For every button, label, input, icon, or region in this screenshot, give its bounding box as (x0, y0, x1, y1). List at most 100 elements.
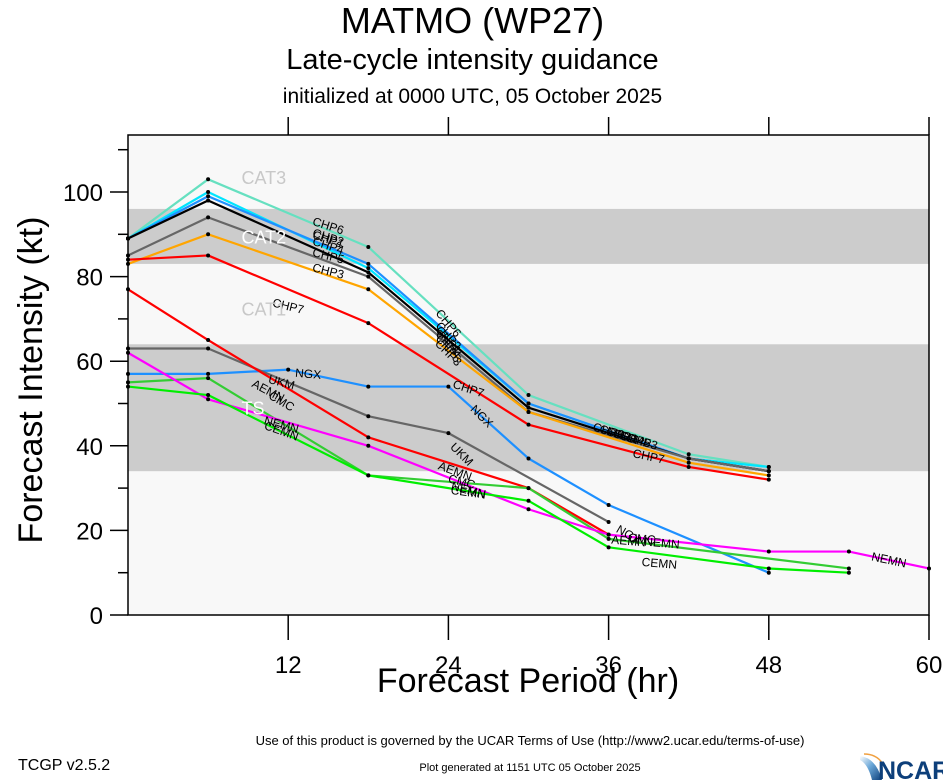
data-point-ngx (206, 371, 211, 376)
ncar-arc-icon (863, 753, 885, 767)
data-point-ngx (766, 570, 771, 575)
x-tick-label: 48 (755, 652, 782, 679)
terms-of-use-notice: Use of this product is governed by the U… (255, 733, 805, 748)
line-label-cemn: CEMN (450, 483, 487, 502)
data-point-cmc (846, 566, 851, 571)
data-point-chp5 (766, 469, 771, 474)
data-point-ngx (606, 503, 611, 508)
line-label-text: CEMN (641, 555, 677, 572)
data-point-ngx (446, 384, 451, 389)
chart-title: MATMO (WP27) (340, 0, 605, 41)
series-line-nemn (127, 351, 930, 570)
data-point-chp3 (526, 409, 531, 414)
data-point-chp6 (686, 452, 691, 457)
y-axis-label: Forecast Intensity (kt) (12, 217, 50, 544)
data-point-ukm (366, 414, 371, 419)
data-point-chp6 (366, 244, 371, 249)
ncar-swoosh-icon (860, 756, 882, 780)
data-point-chp1 (526, 401, 531, 406)
ncar-logo: NCAR (860, 753, 943, 780)
data-point-chp2 (206, 190, 211, 194)
data-point-cmc (526, 486, 531, 491)
data-point-cmc (206, 376, 211, 381)
data-point-cemn (606, 545, 611, 550)
x-tick-label: 12 (275, 652, 302, 679)
generated-timestamp: Plot generated at 1151 UTC 05 October 20… (419, 762, 641, 774)
data-point-ngx (526, 456, 531, 461)
data-point-chp7 (686, 464, 691, 469)
line-label-text: CMC (447, 471, 477, 492)
data-point-cemn (526, 498, 531, 503)
line-label-ukm: UKM (267, 372, 296, 392)
data-point-nemn (526, 507, 531, 512)
data-point-cemn (366, 473, 371, 478)
data-point-nemn (606, 532, 611, 537)
line-label-cmc: CMC (628, 531, 657, 547)
init-time-line: initialized at 0000 UTC, 05 October 2025 (282, 85, 663, 108)
line-label-text: CMC (628, 531, 657, 547)
x-tick-label: 36 (595, 652, 622, 679)
line-label-chp7: CHP7 (632, 446, 667, 466)
data-point-chp7 (366, 321, 371, 326)
data-point-ukm (446, 431, 451, 436)
y-tick-label: 0 (90, 603, 103, 630)
y-tick-label: 100 (63, 180, 103, 207)
data-point-chp7 (766, 477, 771, 482)
data-point-chp6 (526, 393, 531, 398)
ncar-logo-text: NCAR (878, 757, 943, 780)
series-line-chp7 (127, 254, 769, 481)
line-label-ngx: NGX (295, 366, 322, 382)
chart-subtitle: Late-cycle intensity guidance (286, 44, 659, 76)
data-point-chp2 (366, 266, 371, 271)
y-tick-label: 80 (76, 265, 103, 292)
series-line-chp6 (127, 178, 769, 469)
band-label-cat2: CAT2 (241, 227, 286, 247)
series-line-ngx (128, 368, 770, 574)
data-point-chp1 (366, 261, 371, 266)
band-label-ts: TS (241, 399, 264, 419)
data-point-chp3 (366, 287, 371, 292)
x-tick-label: 24 (435, 652, 462, 679)
data-point-nemn (206, 397, 211, 402)
data-point-chp1 (206, 194, 211, 199)
data-point-chp4 (526, 405, 531, 410)
data-point-aemn (366, 435, 371, 440)
data-point-nemn (766, 549, 771, 554)
y-tick-label: 60 (76, 349, 103, 376)
data-point-nemn (366, 443, 371, 448)
line-label-text: NGX (295, 366, 322, 382)
line-label-cmc: CMC (447, 471, 477, 492)
data-point-chp7 (206, 253, 211, 258)
data-point-nemn (846, 549, 851, 554)
data-point-chp5 (206, 215, 211, 220)
line-label-text: NEMN (644, 535, 680, 552)
data-point-cemn (206, 393, 211, 398)
data-point-chp5 (366, 274, 371, 279)
line-label-text: AEMN (611, 532, 647, 549)
data-point-cemn (846, 570, 851, 575)
series-line-chp3 (127, 233, 769, 477)
y-tick-label: 20 (76, 518, 103, 545)
data-point-chp4 (366, 270, 371, 275)
data-point-chp6 (206, 177, 211, 182)
data-point-chp4 (206, 198, 211, 203)
line-label-text: CHP7 (632, 446, 667, 466)
series-line-chp5 (127, 216, 769, 473)
line-label-text: CEMN (450, 483, 487, 502)
band-label-cat1: CAT1 (241, 299, 286, 319)
data-point-chp3 (686, 460, 691, 465)
data-point-cemn (766, 566, 771, 571)
x-axis-label: Forecast Period (hr) (377, 662, 679, 700)
data-point-ngx (286, 367, 291, 372)
data-point-chp3 (766, 473, 771, 478)
line-label-nemn: NEMN (644, 535, 680, 552)
band-label-cat3: CAT3 (241, 168, 286, 188)
data-point-ukm (606, 519, 611, 524)
line-label-cemn: CEMN (641, 555, 677, 572)
x-tick-label: 60 (916, 652, 943, 679)
series-line-cmc (127, 377, 850, 570)
y-tick-label: 40 (76, 434, 103, 461)
version-label: TCGP v2.5.2 (18, 757, 111, 774)
data-point-chp5 (686, 456, 691, 461)
